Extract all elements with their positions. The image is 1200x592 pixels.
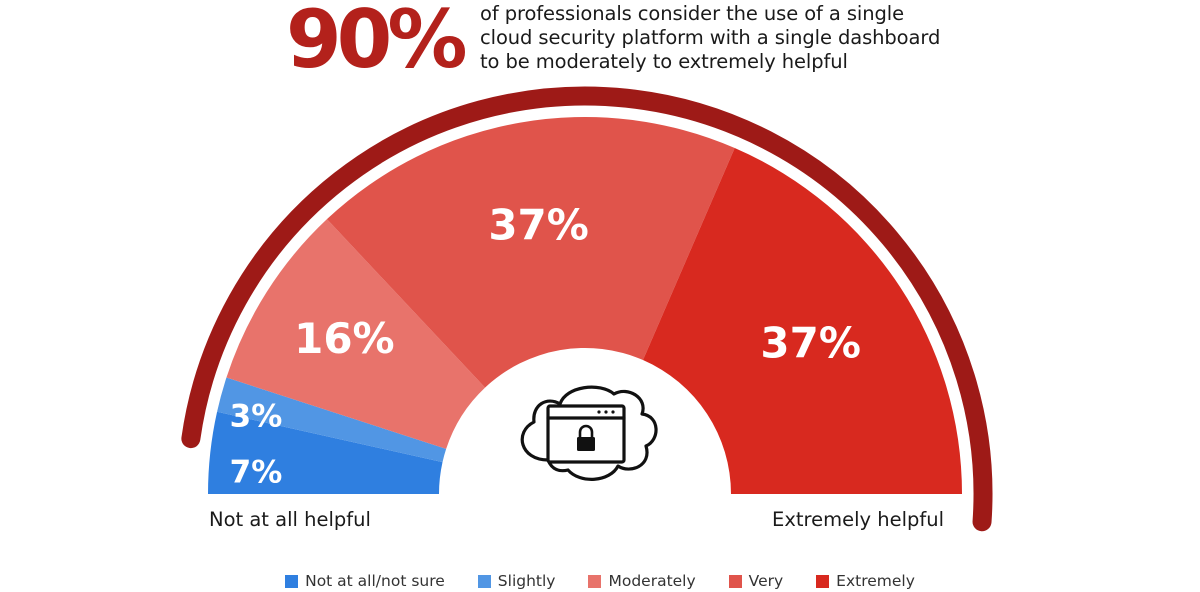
- legend-swatch: [728, 574, 742, 588]
- legend-item-extremely: Extremely: [816, 572, 915, 590]
- headline-line-2: cloud security platform with a single da…: [480, 26, 941, 49]
- chart-slice-very: [326, 117, 735, 388]
- scale-label-left: Not at all helpful: [209, 508, 371, 531]
- data-label-extremely: 37%: [760, 318, 861, 367]
- legend-item-moderately: Moderately: [588, 572, 696, 590]
- data-label-not-at-all-not-sure: 7%: [230, 455, 283, 491]
- chart-slice-extremely: [642, 148, 962, 494]
- chart-slice-slightly: [217, 377, 447, 463]
- headline-text: of professionals consider the use of a s…: [480, 2, 940, 74]
- headline-stat: 90%: [286, 0, 467, 86]
- legend-label: Extremely: [836, 572, 915, 590]
- chart-data-labels: 7% 3% 16% 37% 37%: [230, 201, 861, 491]
- legend-item-very: Very: [728, 572, 784, 590]
- chart-slices: [208, 117, 962, 494]
- legend-label: Moderately: [608, 572, 696, 590]
- chart-slice-moderately: [226, 219, 486, 449]
- legend-swatch: [285, 574, 299, 588]
- legend-label: Not at all/not sure: [305, 572, 445, 590]
- legend-label: Slightly: [497, 572, 556, 590]
- cloud-lock-window-icon: [520, 385, 658, 481]
- helpful-range-arc: [181, 86, 993, 532]
- data-label-very: 37%: [488, 201, 589, 250]
- legend-swatch: [588, 574, 602, 588]
- data-label-slightly: 3%: [230, 399, 283, 435]
- chart-slice-not-at-all-not-sure: [208, 411, 443, 494]
- legend-swatch: [477, 574, 491, 588]
- headline-line-1: of professionals consider the use of a s…: [480, 2, 904, 25]
- headline: 90% of professionals consider the use of…: [0, 0, 1200, 90]
- data-label-moderately: 16%: [294, 314, 395, 363]
- legend-label: Very: [748, 572, 784, 590]
- headline-line-3: to be moderately to extremely helpful: [480, 50, 848, 73]
- legend-swatch: [816, 574, 830, 588]
- scale-label-right: Extremely helpful: [772, 508, 945, 531]
- chart-legend: Not at all/not sure Slightly Moderately Ver…: [0, 572, 1200, 590]
- legend-item-not-at-all-not-sure: Not at all/not sure: [285, 572, 445, 590]
- legend-item-slightly: Slightly: [477, 572, 556, 590]
